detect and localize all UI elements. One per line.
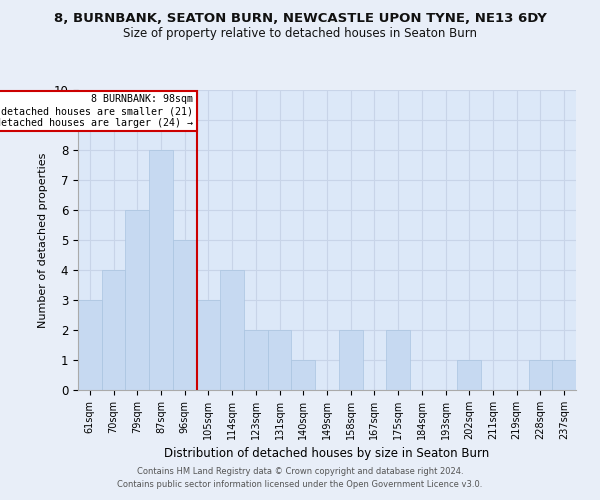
Bar [125,210,149,390]
Bar [244,330,268,390]
Bar [529,360,552,390]
Bar [552,360,576,390]
Text: 8, BURNBANK, SEATON BURN, NEWCASTLE UPON TYNE, NE13 6DY: 8, BURNBANK, SEATON BURN, NEWCASTLE UPON… [53,12,547,26]
Bar [339,330,362,390]
Text: Contains public sector information licensed under the Open Government Licence v3: Contains public sector information licen… [118,480,482,489]
X-axis label: Distribution of detached houses by size in Seaton Burn: Distribution of detached houses by size … [164,448,490,460]
Bar [386,330,410,390]
Bar [268,330,292,390]
Bar [102,270,125,390]
Bar [197,300,220,390]
Bar [457,360,481,390]
Bar [149,150,173,390]
Bar [173,240,197,390]
Text: Contains HM Land Registry data © Crown copyright and database right 2024.: Contains HM Land Registry data © Crown c… [137,467,463,476]
Y-axis label: Number of detached properties: Number of detached properties [38,152,48,328]
Text: 8 BURNBANK: 98sqm
← 47% of detached houses are smaller (21)
53% of semi-detached: 8 BURNBANK: 98sqm ← 47% of detached hous… [0,94,193,128]
Bar [292,360,315,390]
Text: Size of property relative to detached houses in Seaton Burn: Size of property relative to detached ho… [123,28,477,40]
Bar [220,270,244,390]
Bar [78,300,102,390]
